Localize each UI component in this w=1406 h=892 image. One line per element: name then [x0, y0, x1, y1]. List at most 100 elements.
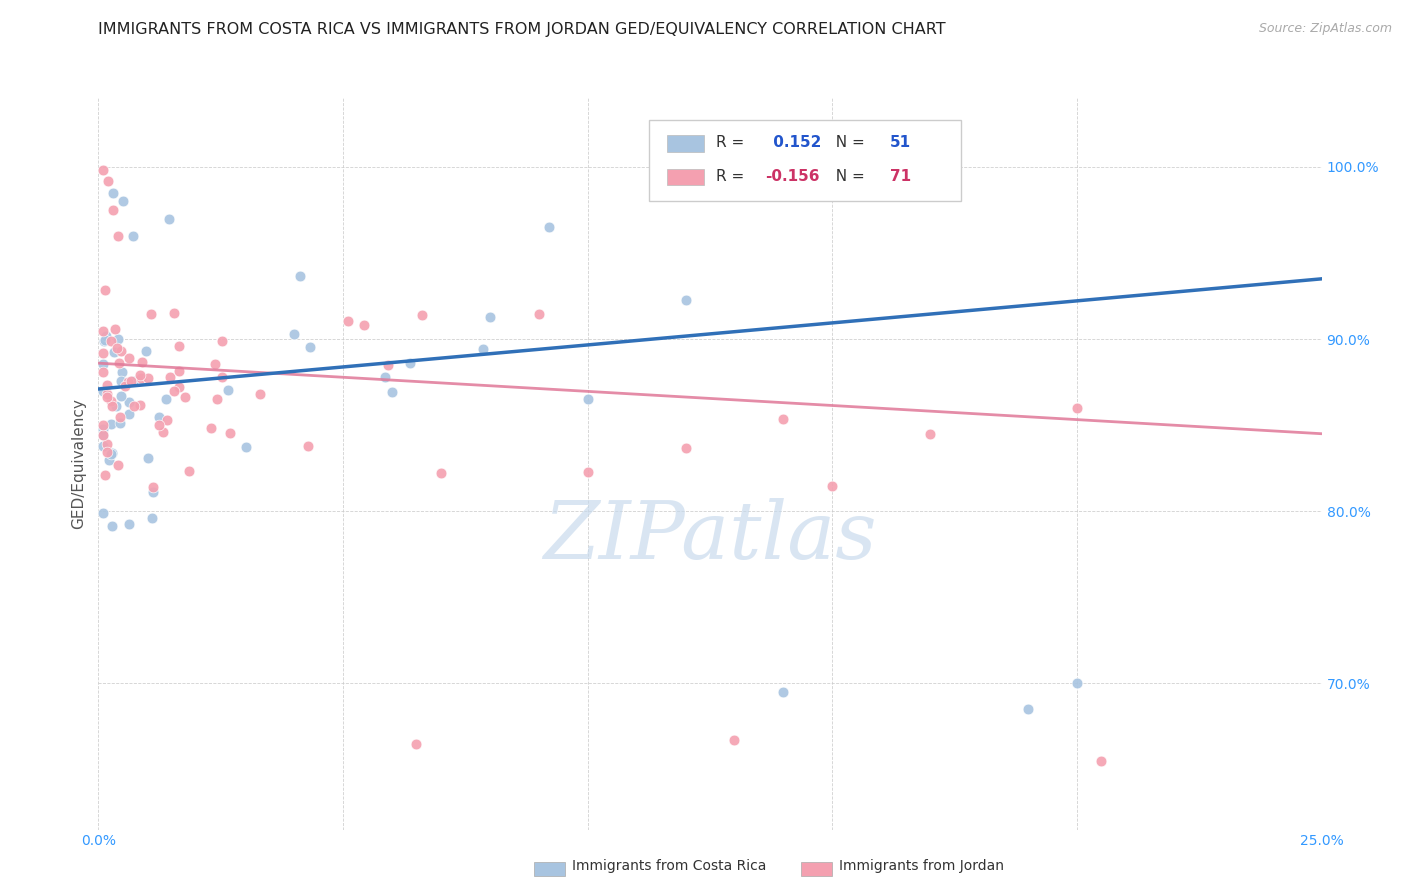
Point	[821, 479, 844, 493]
Point	[91, 384, 114, 399]
Point	[111, 194, 134, 209]
Point	[288, 269, 311, 284]
Point	[219, 426, 242, 441]
Point	[122, 374, 145, 388]
Point	[675, 293, 697, 308]
Point	[98, 452, 121, 467]
Point	[108, 356, 131, 370]
Point	[94, 468, 117, 483]
Point	[105, 341, 128, 355]
Point	[91, 365, 114, 379]
Point	[114, 379, 136, 393]
Point	[101, 446, 124, 460]
Point	[141, 511, 163, 525]
Text: 51: 51	[890, 136, 911, 150]
Text: 0.152: 0.152	[768, 136, 821, 150]
Point	[118, 516, 141, 531]
Point	[156, 413, 179, 427]
Point	[159, 370, 181, 384]
Point	[100, 334, 122, 348]
Text: IMMIGRANTS FROM COSTA RICA VS IMMIGRANTS FROM JORDAN GED/EQUIVALENCY CORRELATION: IMMIGRANTS FROM COSTA RICA VS IMMIGRANTS…	[98, 22, 946, 37]
Point	[108, 416, 131, 430]
Point	[1090, 754, 1112, 768]
FancyBboxPatch shape	[650, 120, 960, 201]
Text: 71: 71	[890, 169, 911, 184]
Point	[94, 333, 117, 347]
Point	[169, 380, 191, 394]
Point	[107, 228, 129, 243]
Point	[374, 370, 396, 384]
Point	[430, 466, 453, 480]
Point	[96, 390, 118, 404]
Point	[472, 343, 495, 357]
Point	[101, 519, 124, 533]
Point	[105, 400, 128, 414]
Point	[200, 421, 222, 435]
Point	[1066, 401, 1088, 416]
Point	[111, 365, 134, 379]
Point	[155, 392, 177, 406]
Point	[91, 324, 114, 338]
Y-axis label: GED/Equivalency: GED/Equivalency	[72, 399, 87, 529]
Point	[94, 329, 117, 343]
Point	[235, 440, 257, 454]
Point	[138, 371, 160, 385]
Point	[163, 306, 186, 320]
Point	[100, 393, 122, 408]
Point	[337, 314, 360, 328]
Point	[101, 202, 124, 217]
Point	[128, 398, 150, 412]
Point	[148, 418, 170, 433]
Point	[93, 283, 115, 297]
Point	[91, 422, 114, 436]
Point	[107, 332, 129, 346]
Text: ZIPatlas: ZIPatlas	[543, 499, 877, 575]
Point	[107, 458, 129, 472]
FancyBboxPatch shape	[668, 136, 704, 152]
Point	[478, 310, 501, 325]
Point	[527, 307, 550, 321]
Point	[377, 358, 399, 372]
Point	[129, 368, 152, 382]
Point	[399, 355, 422, 369]
Point	[96, 445, 118, 459]
Point	[136, 451, 159, 466]
Point	[249, 387, 271, 401]
Point	[131, 355, 153, 369]
Point	[121, 228, 143, 243]
Point	[1017, 702, 1039, 716]
Point	[217, 383, 239, 397]
Point	[91, 163, 114, 178]
Point	[122, 399, 145, 413]
Point	[576, 392, 599, 407]
Point	[174, 391, 197, 405]
Point	[118, 351, 141, 365]
Point	[167, 364, 190, 378]
Point	[283, 327, 305, 342]
Point	[772, 685, 794, 699]
Point	[101, 186, 124, 200]
Text: R =: R =	[716, 169, 749, 184]
Point	[91, 418, 114, 433]
Point	[91, 357, 114, 371]
Point	[723, 733, 745, 747]
Point	[675, 442, 697, 456]
Point	[920, 427, 942, 442]
Point	[411, 309, 433, 323]
Point	[177, 464, 200, 478]
Point	[96, 387, 118, 401]
Point	[297, 439, 319, 453]
Point	[91, 345, 114, 359]
Text: N =: N =	[827, 136, 870, 150]
Point	[576, 465, 599, 479]
Point	[91, 428, 114, 442]
Point	[1066, 676, 1088, 690]
Point	[157, 212, 180, 227]
Point	[96, 437, 118, 451]
Point	[100, 447, 122, 461]
Point	[118, 395, 141, 409]
Point	[131, 371, 153, 385]
Point	[163, 384, 186, 399]
Point	[117, 375, 139, 389]
Text: Immigrants from Costa Rica: Immigrants from Costa Rica	[572, 859, 766, 873]
